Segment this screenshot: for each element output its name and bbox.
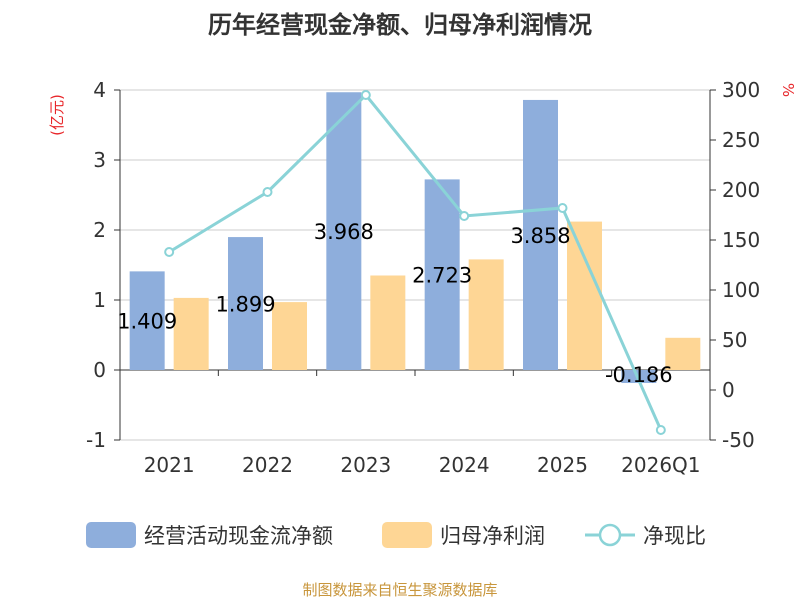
- left-tick-label: 3: [93, 148, 106, 172]
- legend-item: 净现比: [585, 523, 706, 548]
- source-note: 制图数据来自恒生聚源数据库: [302, 581, 497, 599]
- bars: [129, 92, 701, 384]
- x-tick-label: 2022: [242, 453, 293, 477]
- left-tick-label: 2: [93, 218, 106, 242]
- right-tick-label: 50: [722, 328, 747, 352]
- ratio-point: [655, 425, 666, 435]
- x-tick-label: 2025: [537, 453, 588, 477]
- legend-item: 经营活动现金流净额: [86, 522, 333, 548]
- legend-swatch: [86, 522, 136, 548]
- profit-bar: [370, 275, 406, 370]
- cashflow-bar: [523, 99, 558, 370]
- right-axis-unit: %: [779, 83, 797, 97]
- legend-marker: [598, 523, 622, 547]
- legend: 经营活动现金流净额 归母净利润 净现比: [86, 522, 706, 548]
- cashflow-bar: [228, 237, 263, 370]
- bar-data-label: 2.723: [412, 264, 472, 288]
- legend-swatch: [382, 522, 432, 548]
- left-tick-label: 4: [93, 78, 106, 102]
- legend-label: 归母净利润: [440, 524, 545, 548]
- bar-data-label: 1.899: [215, 293, 275, 317]
- x-tick-label: 2021: [144, 453, 195, 477]
- ratio-point: [262, 187, 273, 197]
- bar-data-label: -0.186: [605, 363, 673, 387]
- ratio-line-path: [168, 92, 663, 431]
- left-axis-unit: (亿元): [48, 94, 66, 136]
- x-tick-label: 2023: [340, 453, 391, 477]
- chart-title: 历年经营现金净额、归母净利润情况: [208, 11, 592, 39]
- right-tick-label: 200: [722, 178, 760, 202]
- ratio-point: [360, 90, 371, 100]
- right-tick-label: -50: [722, 428, 755, 452]
- legend-item: 归母净利润: [382, 522, 545, 548]
- legend-label: 净现比: [643, 524, 706, 548]
- left-tick-label: -1: [86, 428, 106, 452]
- data-labels: 1.409 1.899 3.968 2.723 3.858 -0.186: [117, 220, 673, 387]
- ratio-point: [459, 211, 470, 221]
- bar-data-label: 3.858: [510, 224, 570, 248]
- profit-bar: [665, 337, 701, 370]
- ratio-point: [164, 247, 175, 257]
- cashflow-bar: [424, 179, 460, 370]
- profit-bar: [272, 302, 307, 370]
- ratio-line: [164, 90, 666, 435]
- right-tick-label: 300: [722, 78, 760, 102]
- x-tick-label: 2026Q1: [621, 453, 700, 477]
- cashflow-bar: [326, 92, 362, 371]
- left-tick-label: 1: [93, 288, 106, 312]
- cashflow-bar: [129, 271, 165, 370]
- axes: -1 0 1 2 3 4 -50 0 50 100 150 200 250 300 2021 2022 2023…: [86, 78, 760, 477]
- bar-data-label: 1.409: [117, 310, 177, 334]
- right-tick-label: 100: [722, 278, 760, 302]
- profit-bar: [567, 221, 602, 370]
- right-tick-label: 0: [722, 378, 735, 402]
- legend-label: 经营活动现金流净额: [144, 524, 333, 548]
- ratio-point: [557, 203, 568, 213]
- profit-bar: [173, 297, 209, 370]
- left-tick-label: 0: [93, 358, 106, 382]
- x-tick-label: 2024: [439, 453, 490, 477]
- bar-data-label: 3.968: [314, 220, 374, 244]
- cashflow-bar: [621, 370, 657, 384]
- right-tick-label: 250: [722, 128, 760, 152]
- profit-bar: [468, 259, 504, 370]
- right-tick-label: 150: [722, 228, 760, 252]
